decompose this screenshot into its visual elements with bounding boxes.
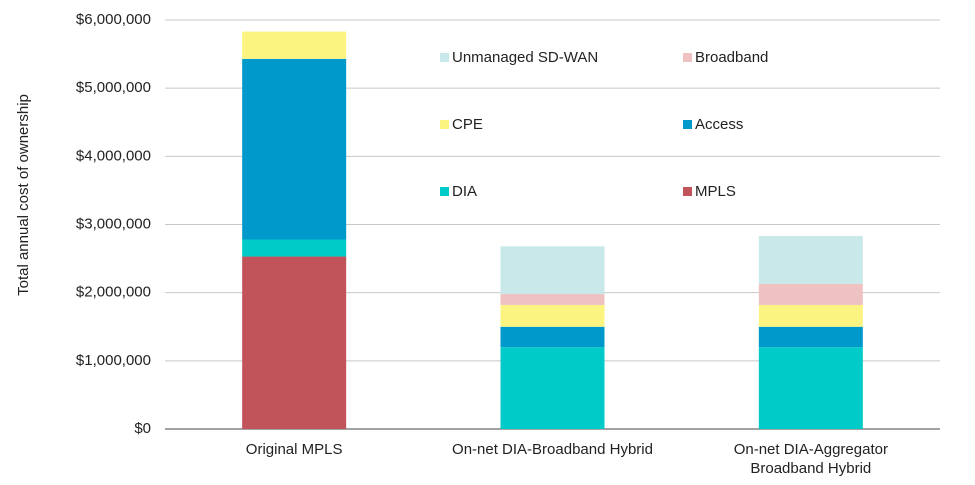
- bar-segment: [758, 236, 863, 284]
- legend-label: Access: [695, 116, 743, 133]
- bar-segment: [500, 246, 605, 295]
- x-tick-label: On-net DIA-Aggregator Broadband Hybrid: [733, 441, 888, 477]
- bar-segment: [242, 256, 347, 429]
- bar-segment: [242, 239, 347, 257]
- y-axis-label: Total annual cost of ownership: [15, 94, 32, 296]
- bar-segment: [500, 304, 605, 327]
- y-tick-label: $4,000,000: [76, 147, 151, 164]
- bar-segment: [500, 347, 605, 429]
- legend-swatch: [683, 187, 692, 196]
- y-tick-label: $1,000,000: [76, 352, 151, 369]
- x-tick-label: On-net DIA-Broadband Hybrid: [452, 441, 653, 458]
- bar-segment: [242, 31, 347, 59]
- x-tick-label: Original MPLS: [245, 441, 343, 458]
- y-tick-label: $2,000,000: [76, 284, 151, 301]
- bar-segment: [500, 294, 605, 305]
- legend-label: CPE: [452, 116, 483, 133]
- legend-label: MPLS: [695, 183, 736, 200]
- bar-segment: [500, 326, 605, 348]
- legend-swatch: [440, 53, 449, 62]
- legend-label: DIA: [452, 183, 477, 200]
- bar-segment: [758, 283, 863, 305]
- bar-segment: [758, 347, 863, 429]
- y-tick-label: $3,000,000: [76, 215, 151, 232]
- y-tick-label: $0: [134, 420, 151, 437]
- legend-swatch: [440, 120, 449, 129]
- y-tick-label: $5,000,000: [76, 79, 151, 96]
- legend-label: Broadband: [695, 49, 768, 66]
- legend-swatch: [683, 53, 692, 62]
- bar-segment: [758, 326, 863, 348]
- legend-swatch: [683, 120, 692, 129]
- y-tick-label: $6,000,000: [76, 11, 151, 28]
- bar-segment: [242, 58, 347, 240]
- legend-label: Unmanaged SD-WAN: [452, 49, 598, 66]
- legend-swatch: [440, 187, 449, 196]
- bar-segment: [758, 304, 863, 327]
